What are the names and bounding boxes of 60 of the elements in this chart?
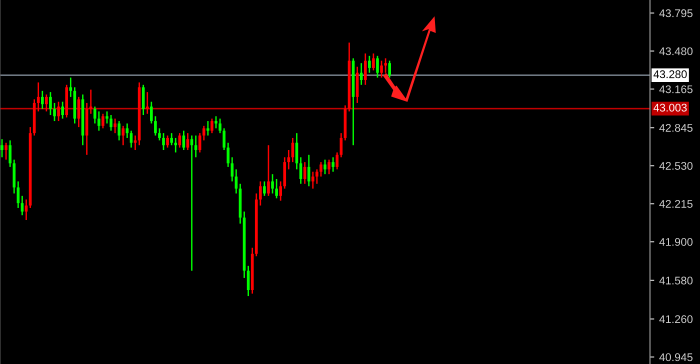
- candlestick: [36, 82, 40, 112]
- candlestick: [102, 113, 104, 129]
- candlestick: [57, 101, 60, 122]
- candlestick: [368, 55, 371, 74]
- candlestick: [332, 156, 334, 172]
- y-tick-label: 41.580: [659, 276, 693, 284]
- candlestick: [166, 134, 169, 148]
- candlestick: [267, 144, 270, 197]
- candlestick: [49, 91, 52, 116]
- candlestick: [53, 102, 56, 122]
- candlestick: [194, 134, 198, 158]
- candlestick: [45, 94, 48, 112]
- candlestick: [320, 161, 322, 178]
- candlestick: [384, 58, 387, 74]
- candlestick: [170, 132, 173, 146]
- candlestick: [118, 120, 121, 142]
- candlestick: [178, 132, 182, 148]
- candlestick: [106, 110, 108, 124]
- candlestick: [372, 52, 375, 72]
- ref-line-label: 43.003: [654, 104, 687, 112]
- y-tick-label: 42.215: [659, 200, 693, 208]
- candlestick: [218, 118, 222, 134]
- y-tick-label: 41.260: [659, 315, 693, 324]
- candlestick: [311, 171, 314, 190]
- candlestick: [89, 88, 92, 115]
- candlestick: [158, 128, 161, 142]
- candlestick: [324, 158, 326, 175]
- candlestick: [307, 154, 310, 187]
- candlestick: [110, 114, 112, 132]
- candlestick: [130, 130, 133, 148]
- candlestick: [364, 52, 367, 86]
- candlestick: [40, 90, 44, 110]
- candlestick: [146, 91, 149, 115]
- candlestick: [69, 76, 72, 98]
- candlestick: [271, 173, 274, 194]
- candlestick: [316, 168, 318, 185]
- y-tick-label: 43.165: [659, 85, 693, 94]
- candlestick: [263, 180, 266, 197]
- candlestick: [114, 118, 116, 134]
- candlestick: [328, 158, 330, 175]
- candlestick: [4, 142, 8, 160]
- y-tick-label: 41.900: [659, 238, 693, 246]
- y-tick-label: 42.530: [659, 162, 693, 170]
- candlestick: [0, 138, 4, 158]
- y-tick-label: 42.845: [659, 124, 693, 132]
- y-tick-label: 43.480: [659, 47, 693, 56]
- candlestick: [388, 60, 392, 78]
- candlestick: [380, 60, 383, 78]
- candlestick: [210, 118, 214, 134]
- y-tick-label: 40.945: [659, 353, 693, 362]
- candlestick: [376, 55, 379, 78]
- candlestick: [162, 132, 165, 151]
- candlestick: [275, 178, 278, 199]
- candlestick: [61, 101, 64, 120]
- candlestick: [98, 110, 100, 132]
- y-tick-label: 43.795: [659, 9, 693, 18]
- ref-line-label: 43.280: [654, 70, 687, 78]
- candlestick: [134, 134, 137, 151]
- candlestick: [122, 125, 125, 146]
- candlestick: [214, 116, 218, 129]
